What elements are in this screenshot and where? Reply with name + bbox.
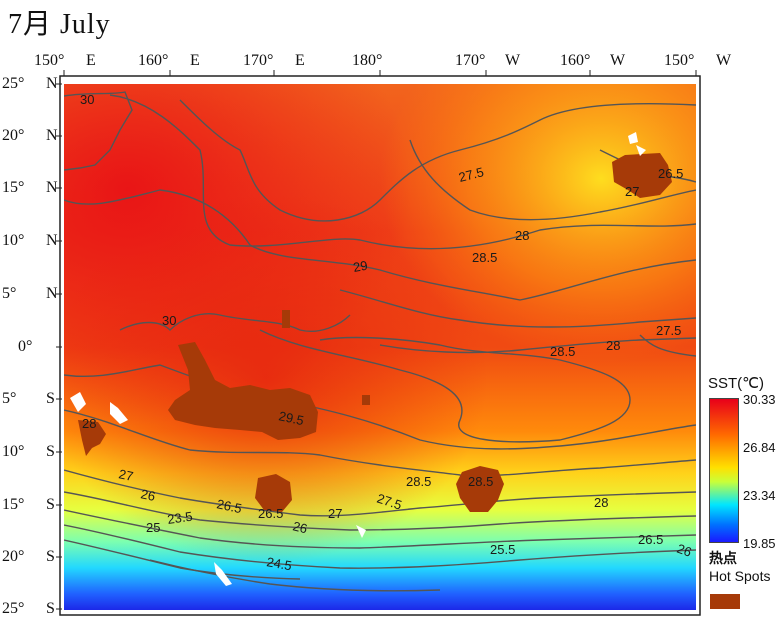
contour-label: 28.5 — [406, 474, 431, 489]
contour-label: 26.5 — [658, 166, 683, 181]
contour-labels: 30 27.5 26.5 27 28 28.5 29 30 27.5 28.5 … — [80, 92, 694, 573]
map-title: 7月 July — [8, 9, 111, 40]
colorbar-title: SST(℃) — [708, 375, 765, 392]
contour-label: 28 — [515, 228, 529, 243]
hotspot-legend-label-cn: 热点 — [709, 550, 737, 566]
contour-label: 28.5 — [550, 344, 575, 359]
contour-label: 29.5 — [277, 408, 305, 428]
colorbar-min-label: 19.85 — [743, 536, 776, 551]
top-tick-hemisphere: W — [505, 52, 521, 69]
contour-label: 26.5 — [215, 496, 243, 516]
hotspot-legend-label-en: Hot Spots — [709, 568, 771, 584]
contour-label: 30 — [162, 313, 176, 328]
contour-label: 27 — [117, 466, 134, 484]
contour-label: 27.5 — [375, 491, 404, 513]
top-tick-hemisphere: W — [610, 52, 626, 69]
top-tick-hemisphere: E — [295, 52, 305, 69]
top-tick-label: 150° — [34, 52, 65, 69]
contour-label: 26 — [291, 518, 309, 536]
top-tick-marks — [63, 70, 697, 76]
top-tick-hemisphere: E — [86, 52, 96, 69]
contour-label: 28 — [594, 495, 608, 510]
top-tick-label: 150° — [664, 52, 695, 69]
contour-label: 27 — [328, 506, 342, 521]
contour-label: 26.5 — [258, 506, 283, 521]
contour-label: 25.5 — [490, 542, 515, 557]
contour-label: 26 — [139, 486, 156, 504]
contour-label: 25 — [146, 520, 160, 535]
hot-spot-patches — [78, 153, 672, 512]
top-tick-label: 160° — [560, 52, 591, 69]
left-tick-marks — [56, 83, 62, 610]
top-tick-hemisphere: W — [716, 52, 732, 69]
contour-label: 30 — [80, 92, 94, 107]
contour-label: 28 — [606, 338, 620, 353]
contour-label: 24.5 — [265, 554, 293, 573]
contour-label: 23.5 — [166, 509, 193, 527]
contour-label: 26 — [675, 541, 694, 560]
hotspot-legend-swatch — [710, 594, 740, 609]
contour-label: 27.5 — [656, 323, 681, 338]
top-tick-label: 180° — [352, 52, 383, 69]
isotherm-lines — [64, 91, 696, 592]
sst-field: 30 27.5 26.5 27 28 28.5 29 30 27.5 28.5 … — [64, 84, 696, 610]
contour-label: 28.5 — [468, 474, 493, 489]
land-patches — [70, 132, 646, 586]
top-tick-label: 170° — [455, 52, 486, 69]
colorbar-tick-label: 23.34 — [743, 488, 776, 503]
contour-label: 27 — [625, 184, 639, 199]
top-tick-label: 170° — [243, 52, 274, 69]
colorbar — [709, 398, 739, 543]
top-tick-hemisphere: E — [190, 52, 200, 69]
top-tick-label: 160° — [138, 52, 169, 69]
contour-label: 29 — [352, 258, 369, 275]
contour-label: 28 — [82, 416, 96, 431]
contour-label: 27.5 — [457, 164, 485, 185]
colorbar-tick-label: 26.84 — [743, 440, 776, 455]
contour-label: 26.5 — [638, 532, 663, 547]
contour-label: 28.5 — [472, 250, 497, 265]
colorbar-max-label: 30.33 — [743, 392, 776, 407]
